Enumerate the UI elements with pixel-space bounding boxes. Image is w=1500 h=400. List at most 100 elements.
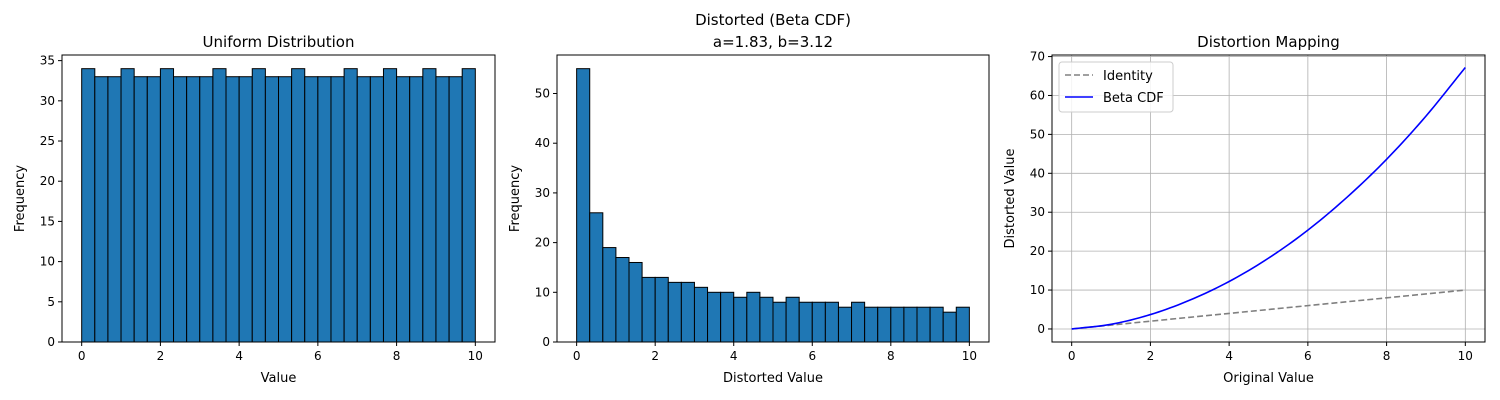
legend-label: Identity — [1103, 69, 1153, 84]
histogram-bar — [278, 76, 293, 343]
x-tick-label: 10 — [962, 349, 977, 363]
x-tick-label: 2 — [651, 349, 659, 363]
y-tick-label: 20 — [1030, 244, 1045, 258]
histogram-bar — [785, 296, 800, 343]
histogram-bar — [120, 68, 135, 343]
histogram-bar — [107, 76, 122, 343]
histogram-bar — [186, 76, 201, 343]
y-tick-label: 20 — [535, 236, 550, 250]
histogram-bar — [772, 301, 787, 343]
y-axis-label: Frequency — [13, 165, 28, 232]
x-tick-label: 4 — [235, 349, 243, 363]
y-tick-label: 60 — [1030, 88, 1045, 102]
x-tick-label: 0 — [78, 349, 86, 363]
y-tick-label: 10 — [40, 255, 55, 269]
histogram-bar — [864, 306, 879, 343]
histogram-bar — [576, 68, 591, 343]
histogram-bar — [955, 306, 970, 343]
histogram-bar — [759, 296, 774, 343]
x-tick-label: 6 — [1304, 349, 1312, 363]
x-tick-label: 0 — [573, 349, 581, 363]
histogram-bar — [291, 68, 306, 343]
y-tick-label: 0 — [1037, 322, 1045, 336]
chart-2: 0 2 4 6 8 10 0 10 20 30 40 50 Distorted (Beta CDF) a=… — [508, 11, 990, 386]
histogram-bar — [641, 276, 656, 343]
histogram-bar — [929, 306, 944, 343]
histogram-bar — [212, 68, 227, 343]
histogram-bar — [680, 281, 695, 343]
series-line-1 — [1071, 289, 1466, 330]
histogram-bar — [942, 311, 957, 343]
y-tick-label: 0 — [542, 335, 550, 349]
histogram-bar — [343, 68, 358, 343]
y-tick-label: 40 — [1030, 166, 1045, 180]
legend: Identity Beta CDF — [1058, 61, 1174, 113]
histogram-bar — [435, 76, 450, 343]
histogram-bar — [798, 301, 813, 343]
histogram-bar — [251, 68, 266, 343]
histogram-bar — [602, 247, 617, 343]
x-axis-label: Distorted Value — [723, 371, 823, 386]
histogram-bar — [746, 291, 761, 343]
y-tick-label: 30 — [1030, 205, 1045, 219]
histogram-bar — [356, 76, 371, 343]
histogram-bar — [628, 261, 643, 343]
y-tick-label: 25 — [40, 134, 55, 148]
histogram-bar — [238, 76, 253, 343]
x-axis-label: Original Value — [1223, 371, 1314, 386]
x-tick-label: 8 — [1383, 349, 1391, 363]
histogram-bar — [81, 68, 96, 343]
histogram-bar — [851, 301, 866, 343]
x-tick-label: 6 — [808, 349, 816, 363]
histogram-bar — [916, 306, 931, 343]
histogram-bar — [811, 301, 826, 343]
axes-frame — [61, 54, 496, 343]
histogram-bar — [903, 306, 918, 343]
x-tick-label: 8 — [887, 349, 895, 363]
y-tick-label: 20 — [40, 174, 55, 188]
histogram-bar — [94, 76, 109, 343]
histogram-bar — [396, 76, 411, 343]
x-tick-label: 0 — [1068, 349, 1076, 363]
y-tick-label: 30 — [40, 94, 55, 108]
histogram-bar — [461, 68, 476, 343]
chart-subtitle: a=1.83, b=3.12 — [713, 33, 833, 51]
y-tick-label: 5 — [47, 295, 55, 309]
y-tick-label: 15 — [40, 214, 55, 228]
y-tick-label: 10 — [1030, 283, 1045, 297]
histogram-bar — [146, 76, 161, 343]
histogram-bar — [369, 76, 384, 343]
histogram-bar — [409, 76, 424, 343]
chart-3: 0 2 4 6 8 10 0 10 20 30 40 50 60 70 Distortion Mapping… — [1003, 33, 1486, 386]
histogram-bar — [199, 76, 214, 343]
y-tick-label: 10 — [535, 285, 550, 299]
y-axis-label: Distorted Value — [1003, 149, 1018, 249]
axes-frame — [556, 54, 990, 343]
histogram-bar — [877, 306, 892, 343]
histogram-bar — [159, 68, 175, 343]
chart-1: 0 2 4 6 8 10 0 5 10 15 20 25 30 35 Uniform Distributio… — [13, 33, 496, 386]
y-axis-label: Frequency — [508, 165, 523, 232]
histogram-bar — [589, 212, 604, 343]
histogram-bar — [264, 76, 279, 343]
legend-label: Beta CDF — [1103, 91, 1164, 106]
histogram-bar — [824, 301, 839, 343]
histogram-bar — [707, 291, 722, 343]
y-tick-label: 70 — [1030, 50, 1045, 64]
x-tick-label: 10 — [468, 349, 483, 363]
histogram-bar — [173, 76, 188, 343]
histogram-bar — [667, 281, 682, 343]
histogram-bar — [837, 306, 853, 343]
histogram-bar — [304, 76, 319, 343]
x-tick-label: 8 — [393, 349, 401, 363]
histogram-bar — [693, 286, 709, 343]
histogram-bar — [317, 76, 332, 343]
axes-frame — [1051, 54, 1486, 343]
x-tick-label: 2 — [1147, 349, 1155, 363]
x-tick-label: 6 — [314, 349, 322, 363]
histogram-bar — [133, 76, 148, 343]
chart-title: Distortion Mapping — [1197, 33, 1340, 51]
x-axis-label: Value — [261, 371, 297, 386]
y-tick-label: 35 — [40, 54, 55, 68]
